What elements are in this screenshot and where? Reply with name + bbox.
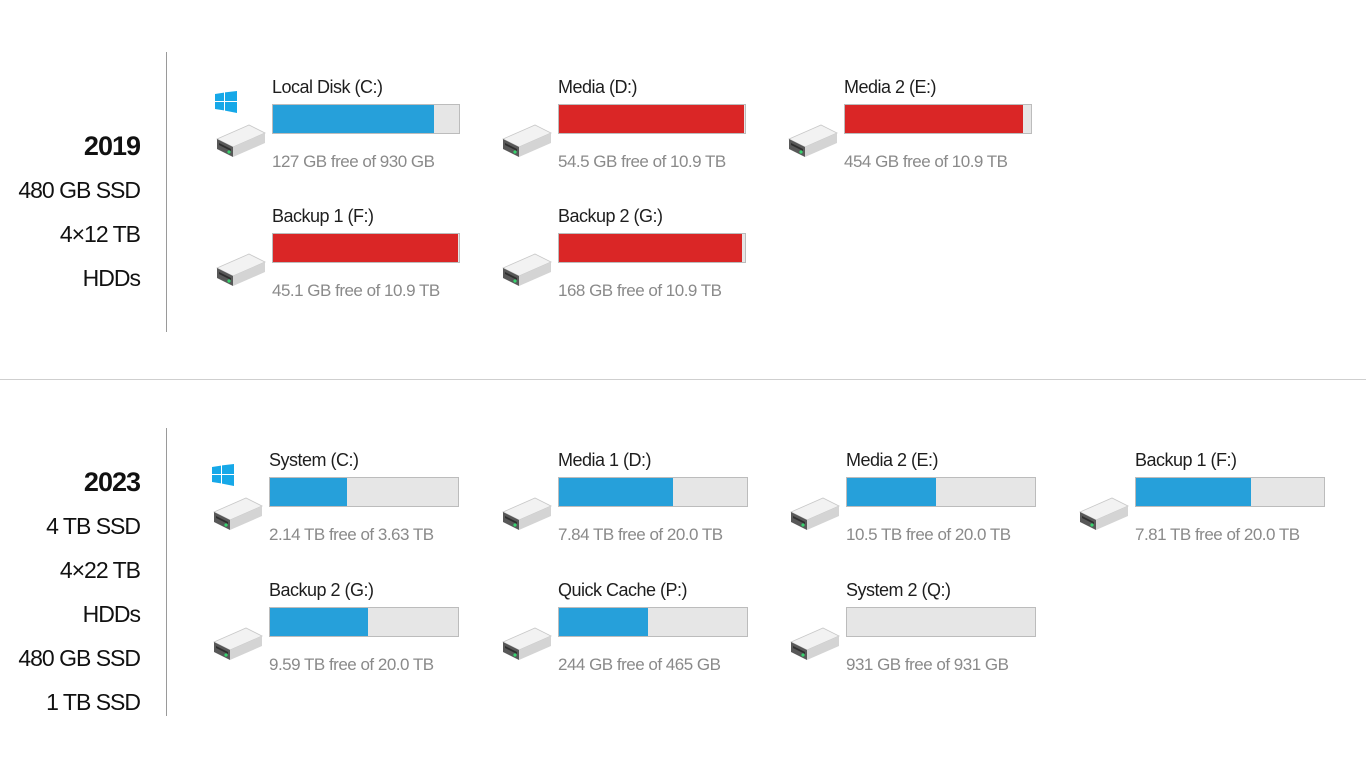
section-separator	[0, 379, 1366, 380]
hard-drive-icon	[789, 616, 841, 668]
windows-logo-icon	[215, 91, 237, 113]
drive-tile[interactable]: Backup 2 (G:) 9.59 TB free of 20.0 TB	[212, 580, 502, 690]
usage-bar	[1135, 477, 1325, 507]
drive-name: Quick Cache (P:)	[558, 580, 688, 600]
free-space-text: 931 GB free of 931 GB	[846, 655, 1009, 674]
drive-name: Media 2 (E:)	[846, 450, 939, 470]
usage-bar	[272, 233, 460, 263]
usage-bar	[558, 233, 746, 263]
hard-drive-icon	[787, 113, 839, 165]
year-label: 2019	[83, 131, 141, 161]
drive-tile[interactable]: System 2 (Q:) 931 GB free of 931 GB	[789, 580, 1079, 690]
windows-logo-icon	[212, 464, 234, 486]
free-space-text: 2.14 TB free of 3.63 TB	[269, 525, 434, 544]
vertical-divider	[166, 52, 167, 332]
vertical-divider	[166, 428, 167, 716]
hard-drive-icon	[501, 486, 553, 538]
usage-bar	[846, 477, 1036, 507]
usage-bar	[558, 607, 748, 637]
usage-bar	[269, 477, 459, 507]
drive-name: Backup 1 (F:)	[1135, 450, 1237, 470]
config-label-2019: 2019 480 GB SSD 4×12 TB HDDs	[0, 124, 141, 300]
hard-drive-icon	[501, 113, 553, 165]
spec-line: 1 TB SSD	[46, 689, 141, 715]
usage-bar	[558, 477, 748, 507]
free-space-text: 168 GB free of 10.9 TB	[558, 281, 722, 300]
section-2023: 2023 4 TB SSD 4×22 TB HDDs 480 GB SSD 1 …	[0, 380, 1366, 768]
drive-name: Local Disk (C:)	[272, 77, 383, 97]
spec-line: 4×12 TB HDDs	[59, 221, 141, 291]
usage-bar-fill	[847, 478, 937, 506]
usage-bar-fill	[273, 105, 434, 133]
free-space-text: 45.1 GB free of 10.9 TB	[272, 281, 440, 300]
hard-drive-icon	[501, 242, 553, 294]
hard-drive-icon	[789, 486, 841, 538]
usage-bar-fill	[270, 478, 348, 506]
usage-bar-fill	[1136, 478, 1251, 506]
hard-drive-icon	[215, 113, 267, 165]
free-space-text: 7.81 TB free of 20.0 TB	[1135, 525, 1300, 544]
drive-name: System 2 (Q:)	[846, 580, 951, 600]
drive-tile[interactable]: Local Disk (C:) 127 GB free of 930 GB	[215, 77, 505, 187]
drive-tile[interactable]: Media (D:) 54.5 GB free of 10.9 TB	[501, 77, 791, 187]
hard-drive-icon	[215, 242, 267, 294]
spec-line: 4 TB SSD	[46, 513, 141, 539]
usage-bar-fill	[559, 478, 674, 506]
spec-line: 4×22 TB HDDs	[59, 557, 141, 627]
free-space-text: 9.59 TB free of 20.0 TB	[269, 655, 434, 674]
config-label-2023: 2023 4 TB SSD 4×22 TB HDDs 480 GB SSD 1 …	[0, 460, 141, 724]
drive-tile[interactable]: Media 1 (D:) 7.84 TB free of 20.0 TB	[501, 450, 791, 560]
free-space-text: 10.5 TB free of 20.0 TB	[846, 525, 1011, 544]
drive-tile[interactable]: System (C:) 2.14 TB free of 3.63 TB	[212, 450, 502, 560]
usage-bar	[846, 607, 1036, 637]
usage-bar	[558, 104, 746, 134]
spec-line: 480 GB SSD	[18, 645, 141, 671]
usage-bar-fill	[273, 234, 459, 262]
drive-name: Media 2 (E:)	[844, 77, 937, 97]
drive-tile[interactable]: Media 2 (E:) 10.5 TB free of 20.0 TB	[789, 450, 1079, 560]
hard-drive-icon	[212, 486, 264, 538]
drive-name: Media 1 (D:)	[558, 450, 652, 470]
drive-tile[interactable]: Backup 2 (G:) 168 GB free of 10.9 TB	[501, 206, 791, 316]
free-space-text: 54.5 GB free of 10.9 TB	[558, 152, 726, 171]
drive-name: System (C:)	[269, 450, 359, 470]
usage-bar	[269, 607, 459, 637]
free-space-text: 244 GB free of 465 GB	[558, 655, 721, 674]
usage-bar-fill	[559, 608, 649, 636]
hard-drive-icon	[212, 616, 264, 668]
drive-tile[interactable]: Backup 1 (F:) 45.1 GB free of 10.9 TB	[215, 206, 505, 316]
usage-bar	[844, 104, 1032, 134]
usage-bar-fill	[559, 105, 745, 133]
free-space-text: 454 GB free of 10.9 TB	[844, 152, 1008, 171]
drive-name: Media (D:)	[558, 77, 638, 97]
hard-drive-icon	[1078, 486, 1130, 538]
drive-name: Backup 2 (G:)	[269, 580, 374, 600]
usage-bar-fill	[270, 608, 368, 636]
free-space-text: 127 GB free of 930 GB	[272, 152, 435, 171]
usage-bar-fill	[559, 234, 743, 262]
free-space-text: 7.84 TB free of 20.0 TB	[558, 525, 723, 544]
year-label: 2023	[83, 467, 141, 497]
drive-tile[interactable]: Media 2 (E:) 454 GB free of 10.9 TB	[787, 77, 1077, 187]
usage-bar	[272, 104, 460, 134]
spec-line: 480 GB SSD	[18, 177, 141, 203]
hard-drive-icon	[501, 616, 553, 668]
section-2019: 2019 480 GB SSD 4×12 TB HDDs Local Disk …	[0, 0, 1366, 380]
usage-bar-fill	[845, 105, 1024, 133]
drive-tile[interactable]: Backup 1 (F:) 7.81 TB free of 20.0 TB	[1078, 450, 1366, 560]
drive-name: Backup 2 (G:)	[558, 206, 663, 226]
drive-name: Backup 1 (F:)	[272, 206, 374, 226]
drive-tile[interactable]: Quick Cache (P:) 244 GB free of 465 GB	[501, 580, 791, 690]
